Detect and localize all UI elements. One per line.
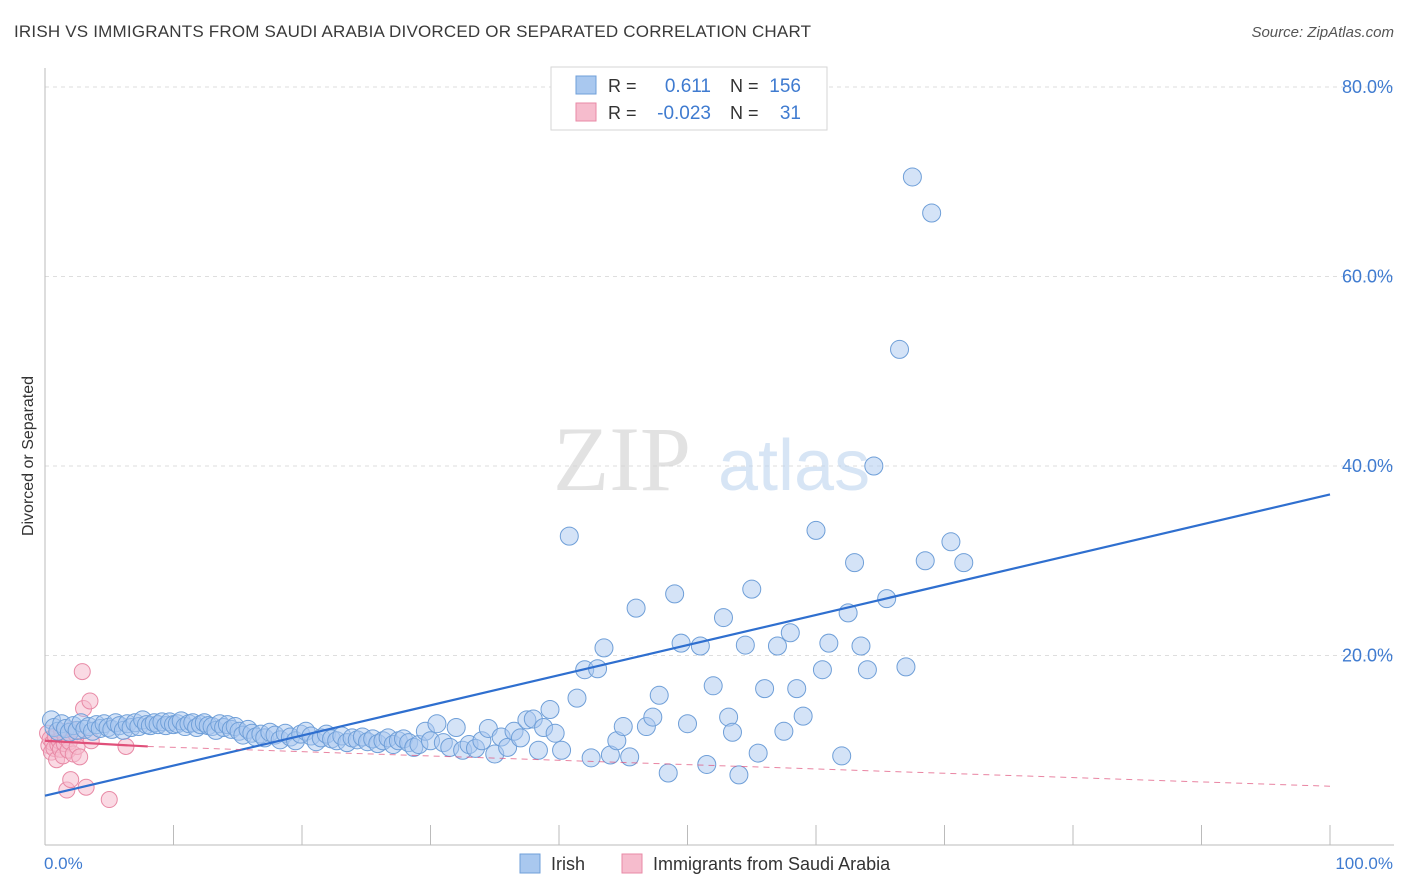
irish-point: [767, 636, 787, 656]
gridlines: [45, 86, 1394, 656]
irish-point: [742, 579, 762, 599]
irish-point: [665, 584, 685, 604]
series-legend: Irish Immigrants from Saudi Arabia: [519, 853, 891, 874]
saudi-point: [71, 748, 89, 766]
saudi-point: [81, 692, 99, 710]
irish-point: [755, 679, 775, 699]
irish-point: [890, 339, 910, 359]
saudi-point: [62, 771, 80, 789]
saudi-trend-line: [44, 739, 148, 748]
irish-point: [643, 707, 663, 727]
irish-point: [851, 636, 871, 656]
chart-title: IRISH VS IMMIGRANTS FROM SAUDI ARABIA DI…: [14, 22, 812, 41]
irish-point: [649, 685, 669, 705]
irish-r-value: 0.611: [665, 76, 711, 97]
irish-point: [922, 203, 942, 223]
irish-point: [896, 657, 916, 677]
irish-trend-line: [44, 493, 1331, 797]
saudi-point: [73, 663, 91, 681]
irish-point: [540, 699, 560, 719]
watermark-atlas: atlas: [718, 426, 870, 506]
y-axis-label: Divorced or Separated: [20, 376, 37, 536]
irish-point: [559, 526, 579, 546]
irish-n-label: N =: [730, 76, 759, 96]
y-tick-label: 60.0%: [1342, 266, 1393, 286]
irish-point: [581, 748, 601, 768]
irish-legend-swatch: [575, 75, 597, 95]
saudi-point: [100, 791, 118, 809]
irish-point: [729, 765, 749, 785]
irish-point: [864, 456, 884, 476]
irish-point: [787, 679, 807, 699]
legend-saudi-label: Immigrants from Saudi Arabia: [653, 854, 891, 874]
irish-point: [567, 688, 587, 708]
irish-point: [722, 722, 742, 742]
irish-point: [812, 660, 832, 680]
source-label: Source: ZipAtlas.com: [1251, 24, 1394, 41]
irish-point: [845, 553, 865, 573]
y-tick-label: 20.0%: [1342, 645, 1393, 665]
irish-point: [594, 638, 614, 658]
y-tick-label: 40.0%: [1342, 456, 1393, 476]
watermark: ZIP atlas: [553, 408, 870, 510]
irish-r-label: R =: [608, 76, 637, 96]
irish-point: [915, 551, 935, 571]
irish-point: [545, 723, 565, 743]
irish-point: [658, 763, 678, 783]
irish-point: [697, 754, 717, 774]
stats-legend: R = 0.611 N = 156 R = -0.023 N = 31: [550, 66, 828, 131]
legend-irish-label: Irish: [551, 854, 585, 874]
irish-point: [793, 706, 813, 726]
irish-point: [446, 718, 466, 738]
irish-point: [427, 714, 447, 734]
irish-point: [954, 553, 974, 573]
irish-point: [552, 740, 572, 760]
irish-point: [626, 598, 646, 618]
irish-point: [748, 743, 768, 763]
trend-lines: [44, 493, 1331, 797]
x-ticks: [173, 825, 1331, 845]
legend-irish-swatch: [519, 853, 541, 874]
y-tick-label: 80.0%: [1342, 77, 1393, 97]
irish-point: [678, 714, 697, 734]
irish-point: [832, 746, 852, 766]
irish-point: [713, 608, 733, 628]
irish-point: [780, 623, 800, 643]
x-tick-label-min: 0.0%: [44, 854, 83, 873]
irish-point: [498, 737, 518, 757]
saudi-n-label: N =: [730, 103, 759, 123]
stats-legend-box: [550, 66, 828, 131]
irish-series-points: [41, 167, 974, 785]
irish-point: [902, 167, 922, 187]
y-tick-labels: 20.0% 40.0% 60.0% 80.0%: [1342, 77, 1393, 666]
irish-point: [735, 635, 755, 655]
irish-point: [613, 717, 633, 737]
saudi-r-label: R =: [608, 103, 637, 123]
watermark-zip: ZIP: [553, 408, 691, 510]
irish-point: [857, 660, 877, 680]
legend-saudi-swatch: [621, 853, 643, 874]
irish-n-value: 156: [769, 76, 801, 97]
saudi-legend-swatch: [575, 102, 597, 122]
saudi-n-value: 31: [780, 103, 801, 124]
irish-point: [806, 520, 826, 540]
irish-point: [528, 740, 548, 760]
irish-point: [671, 633, 691, 653]
irish-point: [703, 676, 723, 696]
x-tick-label-max: 100.0%: [1335, 854, 1393, 873]
irish-point: [620, 747, 640, 767]
irish-point: [510, 728, 530, 748]
irish-point: [819, 633, 839, 653]
saudi-r-value: -0.023: [657, 103, 711, 124]
irish-point: [774, 721, 794, 741]
irish-point: [941, 532, 961, 552]
